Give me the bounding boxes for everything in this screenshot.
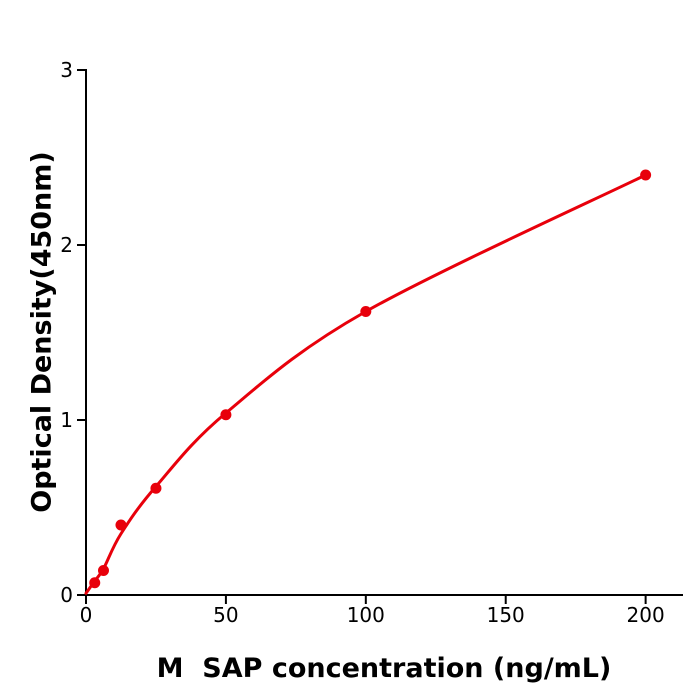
x-axis-title: M SAP concentration (ng/mL): [156, 653, 612, 684]
y-tick-label: 0: [60, 583, 73, 607]
x-tick-label: 150: [487, 603, 525, 627]
data-point: [220, 409, 232, 421]
y-tick-label: 3: [60, 58, 73, 82]
x-tick-label: 0: [80, 603, 93, 627]
data-point: [97, 565, 109, 576]
data-point: [115, 519, 127, 531]
data-point: [150, 482, 162, 494]
data-point: [360, 306, 372, 317]
fit-curve: [84, 173, 648, 595]
data-point: [89, 577, 101, 589]
x-tick-label: 200: [627, 603, 665, 627]
x-tick-label: 50: [213, 603, 238, 627]
y-tick-label: 2: [60, 233, 73, 257]
y-tick-label: 1: [60, 408, 73, 432]
x-tick-label: 100: [347, 603, 385, 627]
data-point: [640, 169, 652, 181]
y-axis-title: Optical Density(450nm): [26, 151, 58, 513]
